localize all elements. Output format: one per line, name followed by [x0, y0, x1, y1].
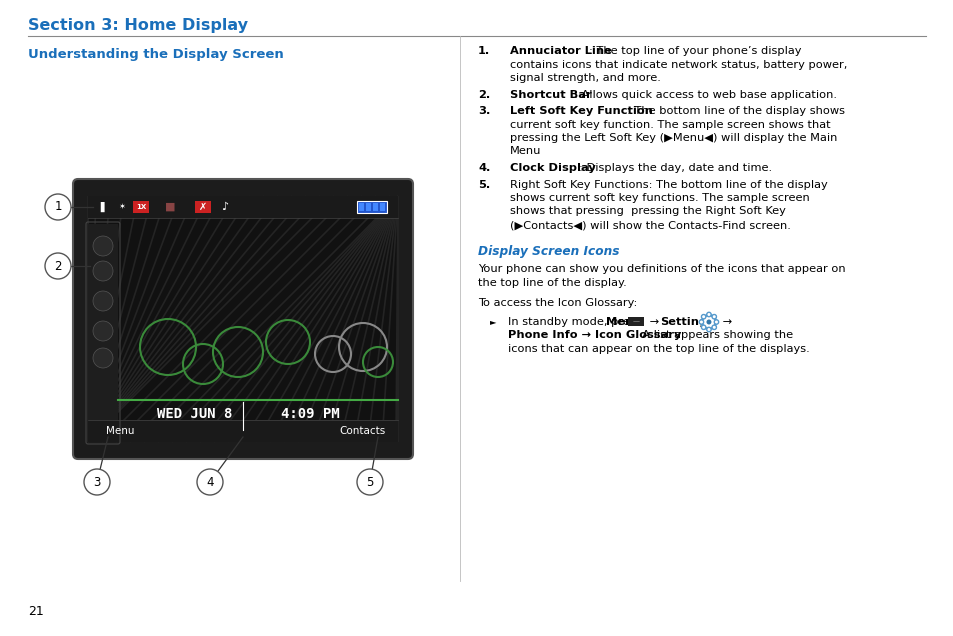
Circle shape	[92, 348, 112, 368]
Text: current soft key function. The sample screen shows that: current soft key function. The sample sc…	[510, 120, 830, 130]
Circle shape	[45, 253, 71, 279]
Circle shape	[196, 469, 223, 495]
Text: Menu: Menu	[106, 426, 134, 436]
Text: ♪: ♪	[221, 202, 229, 212]
Text: pressing the Left Soft Key (▶Menu◀) will display the Main: pressing the Left Soft Key (▶Menu◀) will…	[510, 133, 837, 143]
Text: ▐: ▐	[96, 202, 104, 212]
Text: 4.: 4.	[477, 163, 490, 173]
Text: Display Screen Icons: Display Screen Icons	[477, 244, 618, 258]
Circle shape	[45, 194, 71, 220]
Text: To access the Icon Glossary:: To access the Icon Glossary:	[477, 298, 637, 307]
Circle shape	[701, 315, 715, 329]
Text: Menu: Menu	[605, 317, 640, 327]
Circle shape	[84, 469, 110, 495]
Circle shape	[92, 236, 112, 256]
Circle shape	[700, 325, 705, 329]
Circle shape	[706, 328, 710, 332]
Bar	[379, 203, 385, 211]
Bar	[88, 224, 118, 442]
Text: 2.: 2.	[477, 90, 490, 99]
Text: WED JUN 8: WED JUN 8	[157, 407, 233, 421]
FancyBboxPatch shape	[627, 317, 643, 326]
Text: Understanding the Display Screen: Understanding the Display Screen	[28, 48, 283, 61]
Text: 5.: 5.	[477, 179, 490, 190]
Text: Annuciator Line: Annuciator Line	[510, 46, 611, 56]
Text: Contacts: Contacts	[339, 426, 386, 436]
Text: : Allows quick access to web base application.: : Allows quick access to web base applic…	[573, 90, 836, 99]
Text: 21: 21	[28, 605, 44, 618]
Circle shape	[706, 319, 711, 324]
Circle shape	[706, 312, 710, 317]
Text: signal strength, and more.: signal strength, and more.	[510, 73, 660, 83]
Text: ✶: ✶	[118, 202, 126, 212]
Text: 5: 5	[366, 476, 374, 488]
Text: shows that pressing  pressing the Right Soft Key: shows that pressing pressing the Right S…	[510, 207, 785, 216]
Text: the top line of the display.: the top line of the display.	[477, 278, 626, 288]
Text: shows current soft key functions. The sample screen: shows current soft key functions. The sa…	[510, 193, 809, 203]
Text: 4:09 PM: 4:09 PM	[280, 407, 339, 421]
Text: —: —	[632, 319, 639, 324]
Circle shape	[711, 325, 716, 329]
Text: Shortcut Bar: Shortcut Bar	[510, 90, 591, 99]
Text: icons that can appear on the top line of the displays.: icons that can appear on the top line of…	[507, 344, 809, 354]
Text: . A list appears showing the: . A list appears showing the	[635, 331, 793, 340]
Bar	[132, 201, 149, 213]
Text: 4: 4	[206, 476, 213, 488]
Circle shape	[699, 320, 703, 324]
Circle shape	[700, 314, 705, 319]
Circle shape	[356, 469, 382, 495]
Text: : Displays the day, date and time.: : Displays the day, date and time.	[578, 163, 771, 173]
Text: : The top line of your phone’s display: : The top line of your phone’s display	[589, 46, 801, 56]
Text: Menu: Menu	[510, 146, 540, 156]
Text: Phone Info → Icon Glossary: Phone Info → Icon Glossary	[507, 331, 680, 340]
Text: Section 3: Home Display: Section 3: Home Display	[28, 18, 248, 33]
Text: →: →	[719, 317, 731, 327]
Text: →: →	[645, 317, 662, 327]
Text: 1.: 1.	[477, 46, 490, 56]
Text: : The bottom line of the display shows: : The bottom line of the display shows	[626, 106, 843, 116]
Text: 2: 2	[54, 259, 62, 272]
Text: ■: ■	[165, 202, 175, 212]
Circle shape	[92, 261, 112, 281]
Circle shape	[92, 321, 112, 341]
Bar	[356, 201, 387, 213]
Bar	[373, 203, 377, 211]
Text: 1: 1	[54, 200, 62, 214]
FancyBboxPatch shape	[73, 179, 413, 459]
Text: ✗: ✗	[199, 202, 207, 212]
Bar	[366, 203, 371, 211]
Text: Settings: Settings	[659, 317, 713, 327]
Text: 3: 3	[93, 476, 101, 488]
Text: Clock Display: Clock Display	[510, 163, 595, 173]
Bar	[194, 201, 211, 213]
Bar	[358, 203, 364, 211]
Bar	[88, 196, 397, 218]
Text: In standby mode, press: In standby mode, press	[507, 317, 644, 327]
Text: 3.: 3.	[477, 106, 490, 116]
Circle shape	[711, 314, 716, 319]
Text: Left Soft Key Function: Left Soft Key Function	[510, 106, 652, 116]
Text: 1X: 1X	[135, 204, 146, 210]
Bar	[88, 420, 397, 442]
Circle shape	[92, 291, 112, 311]
Circle shape	[714, 320, 718, 324]
Text: Right Soft Key Functions: The bottom line of the display: Right Soft Key Functions: The bottom lin…	[510, 179, 827, 190]
Text: ►: ►	[490, 317, 496, 326]
Text: Your phone can show you definitions of the icons that appear on: Your phone can show you definitions of t…	[477, 265, 844, 275]
Bar	[88, 196, 397, 442]
Text: contains icons that indicate network status, battery power,: contains icons that indicate network sta…	[510, 60, 846, 69]
Text: (▶Contacts◀) will show the Contacts-Find screen.: (▶Contacts◀) will show the Contacts-Find…	[510, 220, 790, 230]
